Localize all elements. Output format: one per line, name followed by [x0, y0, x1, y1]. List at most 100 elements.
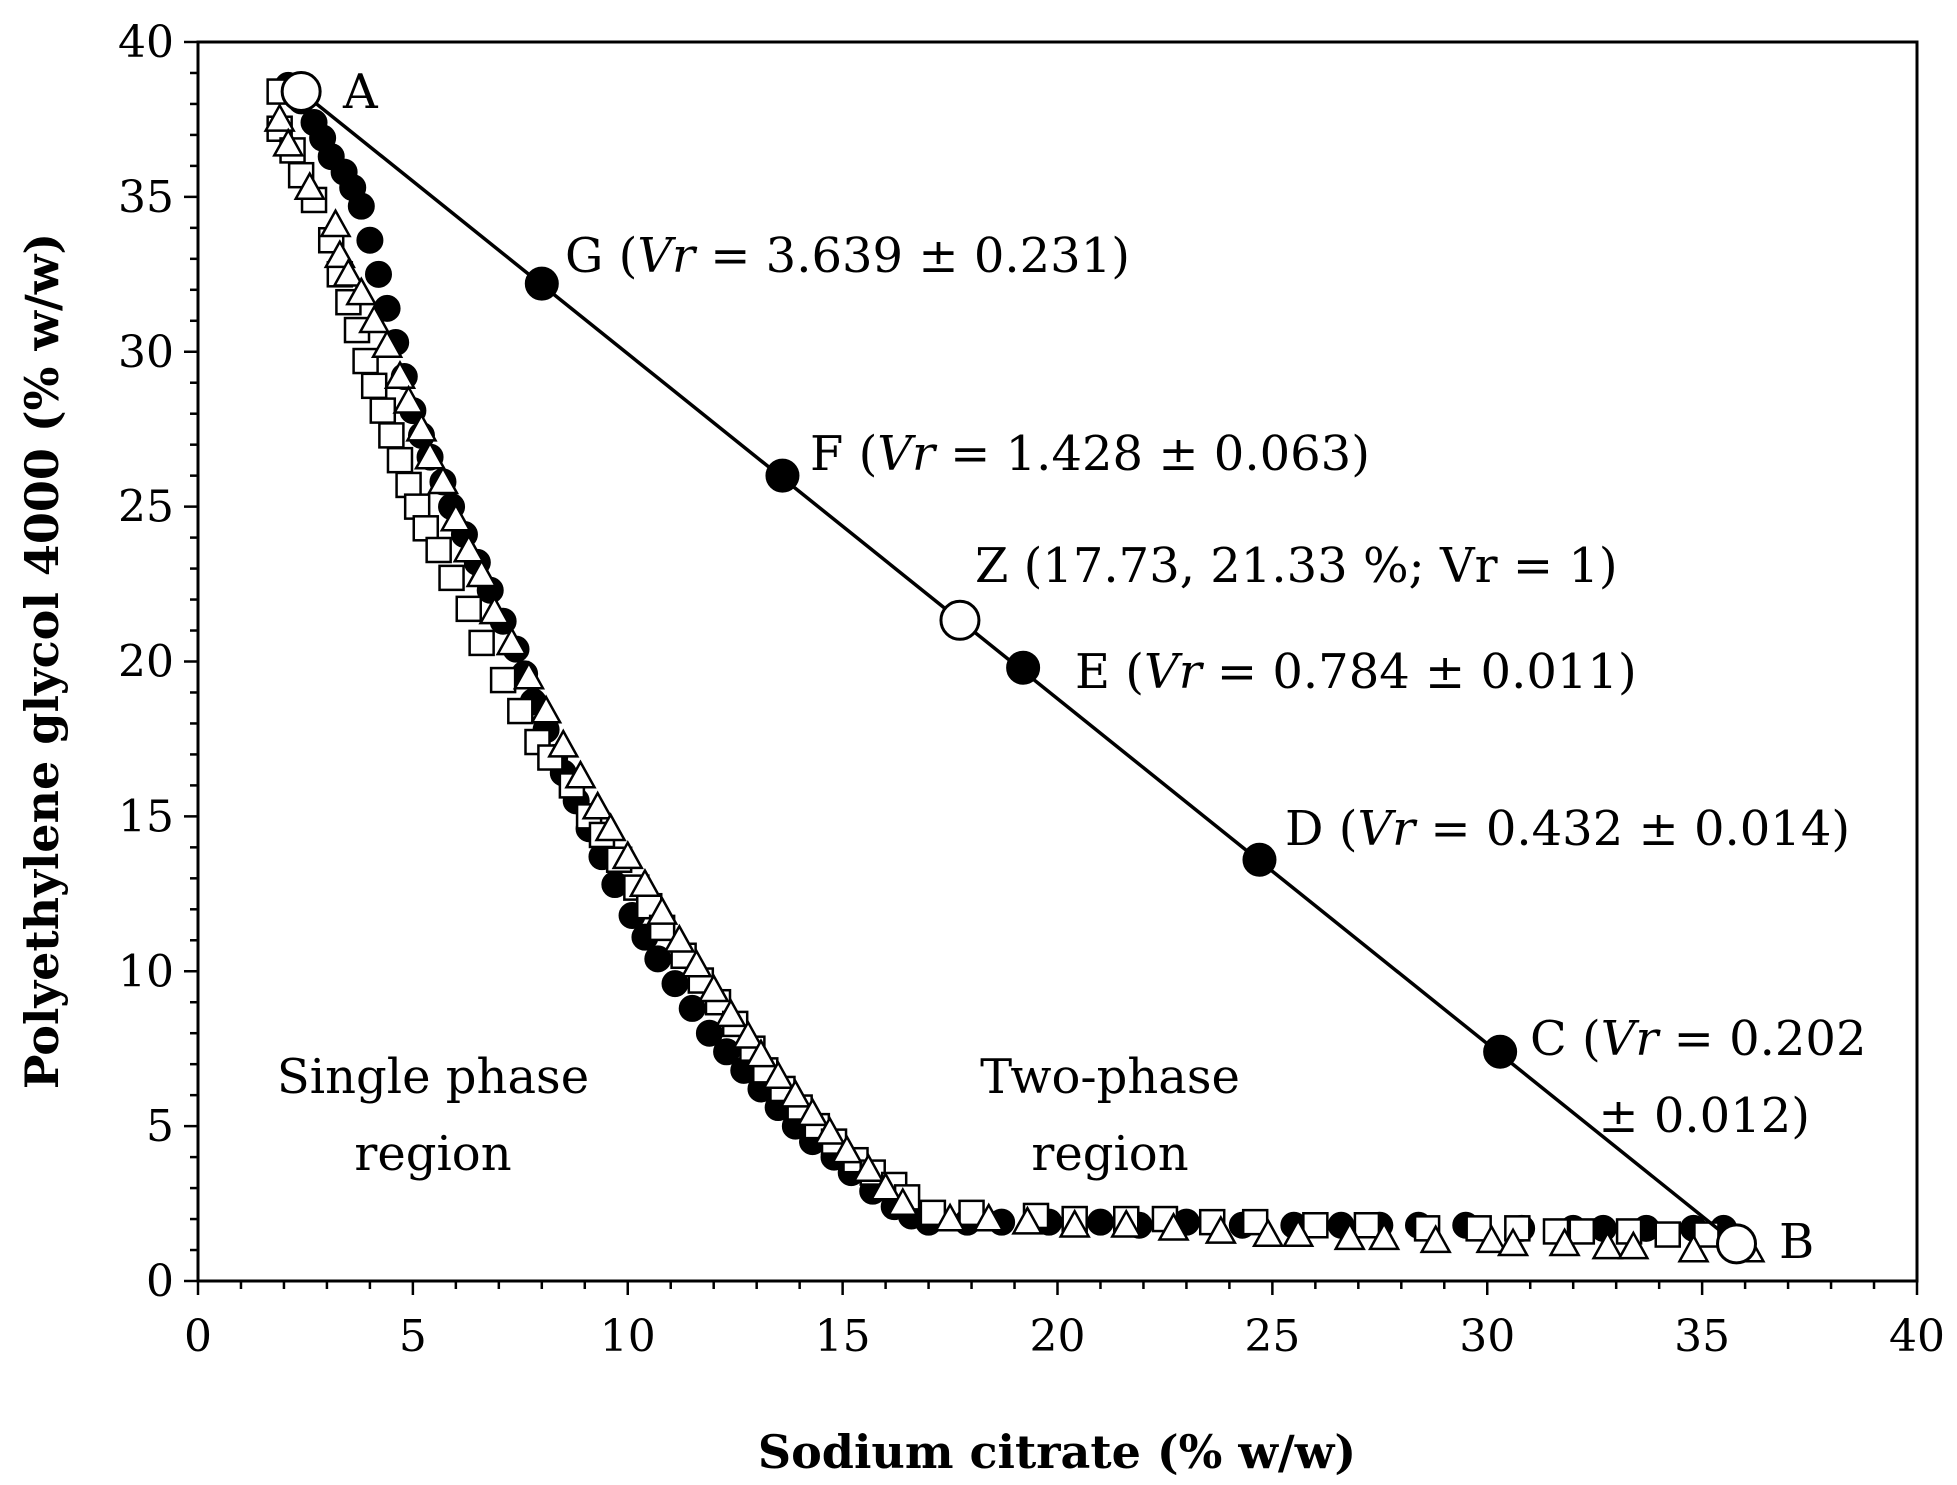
binodal-point-open-square [360, 372, 388, 400]
binodal-point-open-square [369, 397, 397, 424]
point-e-marker [1006, 650, 1041, 685]
binodal-point-open-triangle [830, 1134, 864, 1164]
binodal-point-open-triangle [413, 440, 447, 470]
binodal-point-open-triangle [581, 790, 614, 820]
binodal-point-open-triangle [478, 595, 511, 625]
binodal-point-open-triangle [1419, 1224, 1452, 1254]
binodal-point-open-triangle [293, 171, 326, 201]
binodal-point-open-square [403, 493, 431, 520]
x-tick-label: 35 [1674, 1311, 1730, 1362]
binodal-point-open-square [386, 446, 414, 474]
x-tick-label: 30 [1459, 1311, 1515, 1362]
y-tick-label: 35 [118, 172, 174, 223]
x-tick-label: 20 [1030, 1311, 1086, 1362]
binodal-point-open-triangle [628, 867, 662, 897]
binodal-point-open-triangle [594, 812, 627, 842]
binodal-point-open-triangle [1367, 1221, 1401, 1251]
binodal-point-filled-circle [347, 192, 375, 220]
y-tick-label: 25 [118, 482, 174, 533]
single-phase-label-line2: region [354, 1126, 511, 1182]
binodal-point-open-triangle [697, 973, 730, 1003]
two-phase-label-line1: Two-phase [980, 1049, 1240, 1105]
binodal-point-open-square [468, 629, 495, 657]
binodal-point-open-triangle [1333, 1221, 1366, 1251]
x-tick-label: 0 [184, 1311, 212, 1362]
binodal-point-open-triangle [263, 102, 296, 132]
y-tick-label: 30 [118, 327, 174, 378]
binodal-point-open-triangle [465, 558, 498, 588]
binodal-point-open-triangle [714, 998, 748, 1028]
binodal-point-open-square [1568, 1218, 1596, 1245]
binodal-point-open-square [352, 347, 379, 375]
y-tick-label: 40 [118, 17, 174, 68]
binodal-point-open-triangle [370, 328, 404, 359]
point-g-label: G (Vr = 3.639 ± 0.231) [565, 228, 1130, 284]
binodal-point-open-triangle [319, 208, 352, 238]
binodal-point-open-triangle [1591, 1230, 1624, 1260]
binodal-point-open-triangle [512, 660, 546, 690]
binodal-point-open-triangle [405, 412, 438, 442]
point-z-label: Z (17.73, 21.33 %; Vr = 1) [975, 538, 1618, 594]
point-g-marker [524, 266, 559, 301]
y-tick-label: 20 [118, 637, 174, 688]
y-tick-label: 5 [146, 1101, 174, 1152]
binodal-point-open-triangle [345, 276, 378, 306]
y-tick-label: 0 [146, 1256, 174, 1307]
binodal-point-open-triangle [272, 127, 305, 157]
binodal-point-open-square [378, 422, 405, 449]
point-d-label: D (Vr = 0.432 ± 0.014) [1285, 801, 1850, 857]
point-a-marker [280, 71, 322, 113]
x-tick-label: 5 [399, 1311, 427, 1362]
point-e-label: E (Vr = 0.784 ± 0.011) [1075, 644, 1637, 700]
y-tick-label: 10 [118, 946, 174, 997]
axis-ticks: 0 5 10 15 20 25 30 35 40 0 5 10 15 20 25 30 35 40 [118, 17, 1945, 1362]
binodal-point-open-square [1353, 1211, 1381, 1239]
binodal-point-filled-circle [356, 226, 384, 254]
binodal-point-open-triangle [1548, 1227, 1581, 1257]
binodal-point-open-triangle [529, 694, 563, 724]
binodal-point-open-triangle [886, 1186, 919, 1217]
binodal-point-open-triangle [547, 728, 580, 758]
binodal-point-open-triangle [1157, 1211, 1190, 1241]
binodal-point-open-square [1302, 1211, 1329, 1239]
binodal-point-open-triangle [852, 1152, 885, 1182]
binodal-curve [263, 71, 1766, 1263]
binodal-point-filled-circle [364, 260, 392, 288]
binodal-point-open-triangle [796, 1097, 829, 1127]
binodal-point-open-triangle [439, 502, 472, 532]
binodal-point-open-triangle [495, 626, 528, 656]
binodal-point-open-triangle [972, 1202, 1005, 1232]
y-tick-label: 15 [118, 791, 174, 842]
binodal-point-open-triangle [1204, 1214, 1237, 1244]
binodal-point-open-square [455, 595, 482, 623]
binodal-point-open-triangle [564, 759, 597, 789]
x-axis-title: Sodium citrate (% w/w) [758, 1425, 1356, 1479]
binodal-point-open-square [425, 536, 452, 564]
binodal-point-open-square [1654, 1221, 1681, 1248]
point-c-marker [1483, 1034, 1518, 1069]
x-tick-label: 10 [600, 1311, 656, 1362]
binodal-point-open-triangle [933, 1202, 967, 1232]
binodal-point-open-triangle [1282, 1217, 1315, 1247]
binodal-point-open-square [412, 515, 440, 542]
composition-points [280, 71, 1758, 1265]
binodal-point-open-triangle [1617, 1230, 1650, 1260]
binodal-point-open-triangle [731, 1019, 765, 1049]
y-axis-title: Polyethylene glycol 4000 (% w/w) [15, 233, 69, 1089]
binodal-point-open-triangle [1475, 1224, 1508, 1254]
binodal-point-open-triangle [1058, 1208, 1091, 1238]
binodal-point-open-triangle [813, 1115, 846, 1145]
binodal-point-open-triangle [646, 895, 679, 925]
binodal-point-open-triangle [744, 1038, 778, 1068]
binodal-point-open-triangle [1677, 1233, 1710, 1263]
binodal-point-open-triangle [779, 1078, 812, 1108]
binodal-point-open-square [438, 564, 465, 592]
binodal-point-open-triangle [1110, 1208, 1143, 1238]
binodal-point-open-triangle [332, 257, 365, 287]
binodal-point-open-triangle [1496, 1227, 1530, 1257]
x-tick-label: 25 [1244, 1311, 1300, 1362]
point-c-label: C (Vr = 0.202 [1530, 1011, 1866, 1067]
binodal-point-open-triangle [383, 359, 417, 389]
binodal-point-open-square [489, 666, 517, 694]
